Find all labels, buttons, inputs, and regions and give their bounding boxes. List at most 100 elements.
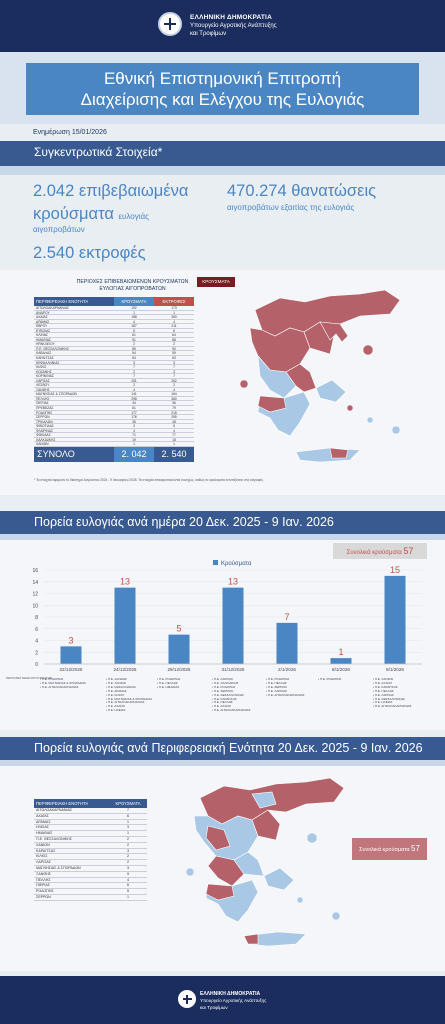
row-farms: 262 — [171, 378, 177, 383]
row-farms: 36 — [172, 401, 176, 406]
title-line1: Εθνική Επιστημονική Επιτροπή — [103, 69, 342, 88]
region-note: • Π.Ε. ΘΕΣΣΑΛΟΝΙΚΗΣ — [212, 692, 244, 697]
row-region: ΔΡΑΜΑΣ — [36, 819, 51, 824]
row-cases: 1 — [127, 831, 129, 836]
row-farms: 2 — [173, 383, 175, 388]
y-tick-label: 0 — [35, 662, 38, 668]
bar-value-label: 1 — [338, 647, 343, 657]
footer-line1: ΕΛΛΗΝΙΚΗ ΔΗΜΟΚΡΑΤΙΑ — [200, 991, 261, 997]
region-note-column: • Π.Ε. ΡΟΔΟΠΗΣ • Π.Ε. ΜΑΓΝΗΣΙΑΣ & ΣΠΟΡΑΔΩ… — [40, 677, 86, 690]
row-farms: 48 — [172, 419, 176, 424]
cases-value: 2.042 — [33, 182, 75, 200]
region-note: • Π.Ε. ΔΡΑΜΑΣ — [106, 688, 127, 693]
row-region: ΗΜΑΘΙΑΣ — [36, 337, 51, 342]
row-region: ΚΑΡΔΙΤΣΑΣ — [36, 848, 56, 853]
bar — [384, 575, 406, 664]
row-region: ΡΟΔΟΠΗΣ — [36, 410, 53, 415]
region-note: • Π.Ε. ΛΑΡΙΣΑΣ — [373, 692, 394, 697]
region-note: • Π.Ε. ΧΑΝΙΩΝ — [106, 680, 126, 685]
row-cases: 188 — [131, 315, 137, 320]
bar — [114, 587, 136, 664]
by-region-table-body: ΑΙΤΩΛΟΑΚΑΡΝΑΝΙΑΣ 7 ΑΧΑΪΑΣ 6 ΔΡΑΜΑΣ 1 ΗΛΕΙΑΣ 3 ΗΜ… — [34, 808, 147, 901]
region-note: • Π.Ε. ΚΑΡΔΙΤΣΑΣ — [373, 684, 398, 689]
row-cases: 7 — [133, 374, 135, 379]
row-cases: 6 — [127, 883, 129, 888]
divider-strip — [0, 534, 445, 543]
row-region: Π.Ε. ΘΕΣΣΑΛΟΝΙΚΗΣ — [36, 346, 69, 351]
row-cases: 2 — [133, 342, 135, 347]
row-cases: 4 — [133, 319, 135, 324]
col-cases: ΚΡΟΥΣΜΑΤΑ — [109, 799, 147, 808]
row-cases: 2 — [133, 383, 135, 388]
timeline-total-label: Συνολικά κρούσματα — [346, 550, 402, 556]
footer-line2: Υπουργείο Αγροτικής Ανάπτυξης — [200, 998, 267, 1003]
table-row: Π.Ε. ΘΕΣΣΑΛΟΝΙΚΗΣ 85 90 — [34, 347, 194, 352]
table-row: ΚΑΡΔΙΤΣΑΣ 3 — [34, 849, 147, 855]
y-tick-label: 16 — [32, 568, 38, 574]
table-row: ΜΑΓΝΗΣΙΑΣ & ΣΠΟΡΑΔΩΝ 3 — [34, 866, 147, 872]
region-note: • Π.Ε. ΗΛΕΙΑΣ — [373, 700, 393, 705]
x-tick-label: 9/1/2026 — [386, 667, 404, 672]
region-note: • Π.Ε. ΑΙΤΩΛΟΑΚΑΡΝΑΝΙΑΣ — [106, 700, 145, 705]
row-region: ΜΑΓΝΗΣΙΑΣ & ΣΠΟΡΑΔΩΝ — [36, 392, 77, 396]
row-cases: 251 — [131, 378, 137, 383]
row-farms: 3 — [173, 369, 175, 374]
row-region: ΚΑΡΔΙΤΣΑΣ — [36, 356, 54, 360]
row-farms: 360 — [171, 396, 177, 401]
table-row: ΡΟΔΟΠΗΣ 5 — [34, 889, 147, 895]
row-region: ΗΛΕΙΑΣ — [36, 825, 50, 830]
header-line3: και Τροφίμων — [190, 31, 227, 37]
y-tick-label: 12 — [32, 592, 38, 598]
timeline-total: Συνολικά κρούσματα 57 — [333, 543, 427, 559]
row-farms: 2 — [173, 342, 175, 347]
row-farms: 79 — [172, 406, 176, 411]
row-cases: 63 — [132, 356, 136, 361]
table-row: ΑΧΑΪΑΣ 188 260 — [34, 315, 194, 320]
region-note: • Π.Ε. ΧΑΛΚΙΔΙΚΗΣ — [212, 680, 239, 685]
row-farms: 6 — [173, 328, 175, 333]
row-region: ΤΡΙΚΑΛΩΝ — [36, 419, 53, 424]
x-tick-label: 22/12/2025 — [60, 667, 83, 672]
table-row: ΚΙΛΚΙΣ 2 — [34, 854, 147, 861]
table-row: ΣΕΡΡΩΝ 1 — [34, 895, 147, 901]
row-cases: 4 — [127, 877, 129, 882]
total-label: ΣΥΝΟΛΟ — [34, 446, 114, 462]
bar — [222, 587, 244, 664]
region-note: • Π.Ε. ΚΕΦΑΛΛΗΝΙΑΣ — [106, 684, 136, 689]
region-note: • Π.Ε. ΡΟΔΟΠΗΣ — [157, 677, 181, 681]
table-row: ΛΑΡΙΣΑΣ 2 — [34, 860, 147, 866]
region-note: • Π.Ε. ΜΑΓΝΗΣΙΑΣ & ΣΠΟΡΑΔΩΝ — [106, 696, 152, 701]
y-tick-label: 4 — [35, 639, 38, 645]
table-row: ΗΛΕΙΑΣ 3 — [34, 825, 147, 832]
region-note: • Π.Ε. ΜΑΓΝΗΣΙΑΣ & ΣΠΟΡΑΔΩΝ — [40, 680, 86, 685]
row-cases: 3 — [127, 825, 129, 830]
table-row: ΚΑΡΔΙΤΣΑΣ 63 63 — [34, 356, 194, 361]
row-cases: 91 — [132, 337, 136, 342]
bar-value-label: 7 — [284, 612, 289, 622]
total-cases: 2. 042 — [114, 446, 154, 462]
deaths-value: 470.274 — [227, 182, 287, 200]
section-timeline: Πορεία ευλογιάς ανά ημέρα 20 Δεκ. 2025 -… — [0, 511, 445, 536]
table-row: ΚΟΡΙΝΘΙΑΣ 7 7 — [34, 374, 194, 379]
title-line2: Διαχείρισης και Ελέγχου της Ευλογιάς — [80, 90, 365, 109]
row-region: ΦΩΚΙΔΑΣ — [36, 433, 51, 437]
table-row: ΞΑΝΘΗΣ 9 — [34, 872, 147, 878]
section-by-region-title: Πορεία ευλογιάς ανά Περιφερειακή Ενότητα… — [34, 741, 423, 755]
row-region: ΚΟΖΑΝΗΣ — [36, 369, 52, 374]
row-cases: 3 — [127, 848, 129, 853]
table-row: ΤΡΙΚΑΛΩΝ 35 48 — [34, 420, 194, 425]
bar-value-label: 3 — [68, 635, 73, 645]
row-region: ΞΑΝΘΗΣ — [36, 871, 51, 876]
row-farms: 7 — [173, 365, 175, 370]
table-row: Π.Ε. ΘΕΣΣΑΛΟΝΙΚΗΣ 2 — [34, 837, 147, 843]
row-farms: 260 — [171, 315, 177, 320]
update-date: Ενημέρωση 15/01/2026 — [33, 129, 107, 136]
bar — [60, 646, 82, 664]
regions-table-header: ΠΕΡΙΦΕΡΕΙΑΚΗ ΕΝΟΤΗΤΑ ΚΡΟΥΣΜΑΤΑ ΕΚΤΡΟΦΕΣ — [34, 297, 194, 306]
row-region: ΦΛΩΡΙΝΑΣ — [36, 428, 54, 433]
row-farms: 215 — [171, 410, 177, 415]
by-region-total-value: 57 — [411, 844, 420, 853]
row-farms: 59 — [172, 351, 176, 356]
row-region: ΠΙΕΡΙΑΣ — [36, 883, 51, 888]
row-farms: 88 — [172, 337, 176, 342]
